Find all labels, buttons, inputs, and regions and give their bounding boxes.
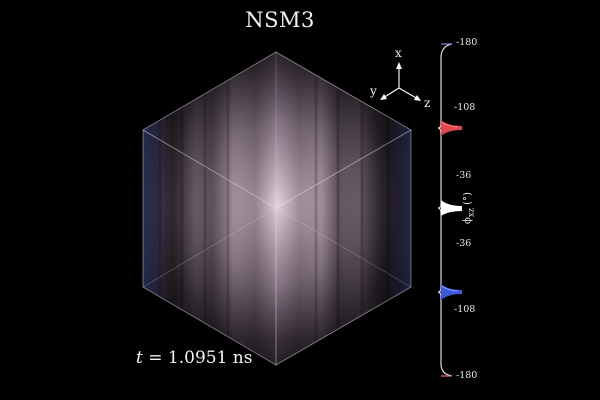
colorbar-title: ϕxz (°) xyxy=(463,192,476,224)
time-readout: t = 1.0951 ns xyxy=(136,348,252,368)
colorbar xyxy=(437,43,462,377)
colorbar-tick-4: -36 xyxy=(456,238,472,249)
axis-z-label: z xyxy=(424,96,431,110)
colorbar-tick-3: -36 xyxy=(456,170,472,181)
cube-volume xyxy=(143,52,411,365)
time-value: 1.0951 xyxy=(167,348,228,368)
time-equals: = xyxy=(142,348,168,368)
colorbar-title-symbol: ϕ xyxy=(462,217,474,224)
colorbar-title-unit: (°) xyxy=(462,192,474,209)
colorbar-tick-bottom: -180 xyxy=(456,370,478,381)
colorbar-title-subscript: xz xyxy=(465,208,476,218)
axes-triad xyxy=(380,62,421,101)
time-unit: ns xyxy=(227,348,253,368)
colorbar-tick-5: -108 xyxy=(454,304,476,315)
colorbar-tick-top: -180 xyxy=(456,37,478,48)
colorbar-tick-2: -108 xyxy=(454,102,476,113)
colorbar-blue-band xyxy=(441,284,462,300)
cube-wireframe xyxy=(142,51,412,366)
time-symbol: t xyxy=(136,348,143,368)
axis-y-label: y xyxy=(370,84,377,98)
colorbar-white-band xyxy=(441,200,462,216)
figure-title: NSM3 xyxy=(245,8,315,32)
axis-x-label: x xyxy=(395,46,402,60)
colorbar-red-band xyxy=(441,120,462,136)
